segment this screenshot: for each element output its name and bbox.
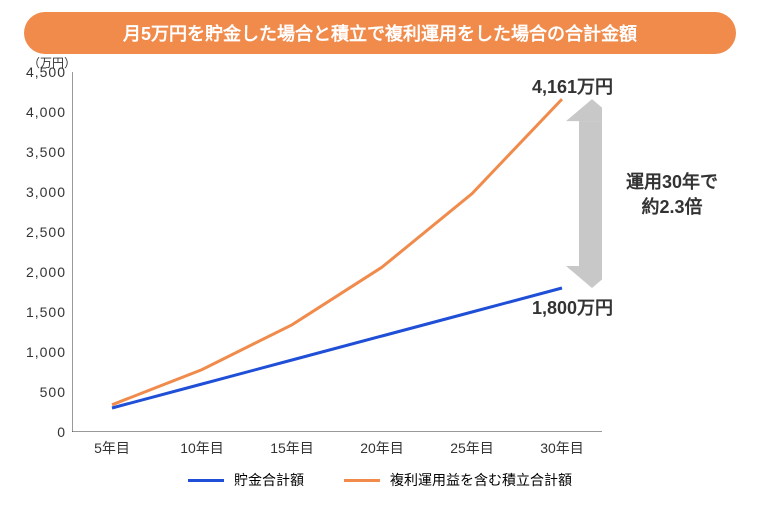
y-tick-label: 500 (6, 384, 66, 400)
gap-arrow-head-up (566, 99, 602, 121)
legend-label-compound: 複利運用益を含む積立合計額 (390, 470, 572, 490)
callout-savings-end: 1,800万円 (532, 294, 613, 320)
x-tick-label: 20年目 (360, 438, 404, 458)
side-note-line1: 運用30年で (626, 172, 718, 192)
x-tick-label: 25年目 (450, 438, 494, 458)
legend-swatch-compound (344, 479, 380, 482)
y-tick-label: 3,500 (6, 144, 66, 160)
gap-arrow (566, 99, 602, 288)
x-tick-label: 5年目 (94, 438, 130, 458)
callout-compound-end: 4,161万円 (532, 73, 613, 99)
series-savings-line (112, 288, 562, 408)
legend-item-savings: 貯金合計額 (188, 470, 304, 490)
gap-arrow-shaft (579, 121, 602, 266)
side-note: 運用30年で 約2.3倍 (626, 170, 718, 220)
side-note-line2: 約2.3倍 (642, 197, 703, 217)
legend-item-compound: 複利運用益を含む積立合計額 (344, 470, 572, 490)
y-tick-label: 1,500 (6, 304, 66, 320)
gap-arrow-head-down (566, 266, 602, 288)
legend: 貯金合計額 複利運用益を含む積立合計額 (0, 470, 760, 490)
chart-title: 月5万円を貯金した場合と積立で複利運用をした場合の合計金額 (24, 12, 736, 54)
y-tick-label: 4,000 (6, 104, 66, 120)
y-tick-label: 2,000 (6, 264, 66, 280)
legend-swatch-savings (188, 479, 224, 482)
y-tick-label: 1,000 (6, 344, 66, 360)
legend-label-savings: 貯金合計額 (234, 470, 304, 490)
y-tick-label: 0 (6, 424, 66, 440)
series-compound-line (112, 99, 562, 405)
x-tick-label: 15年目 (270, 438, 314, 458)
y-tick-label: 4,500 (6, 64, 66, 80)
chart-plot (72, 72, 602, 432)
y-tick-label: 2,500 (6, 224, 66, 240)
x-tick-label: 10年目 (180, 438, 224, 458)
y-tick-label: 3,000 (6, 184, 66, 200)
x-tick-label: 30年目 (540, 438, 584, 458)
